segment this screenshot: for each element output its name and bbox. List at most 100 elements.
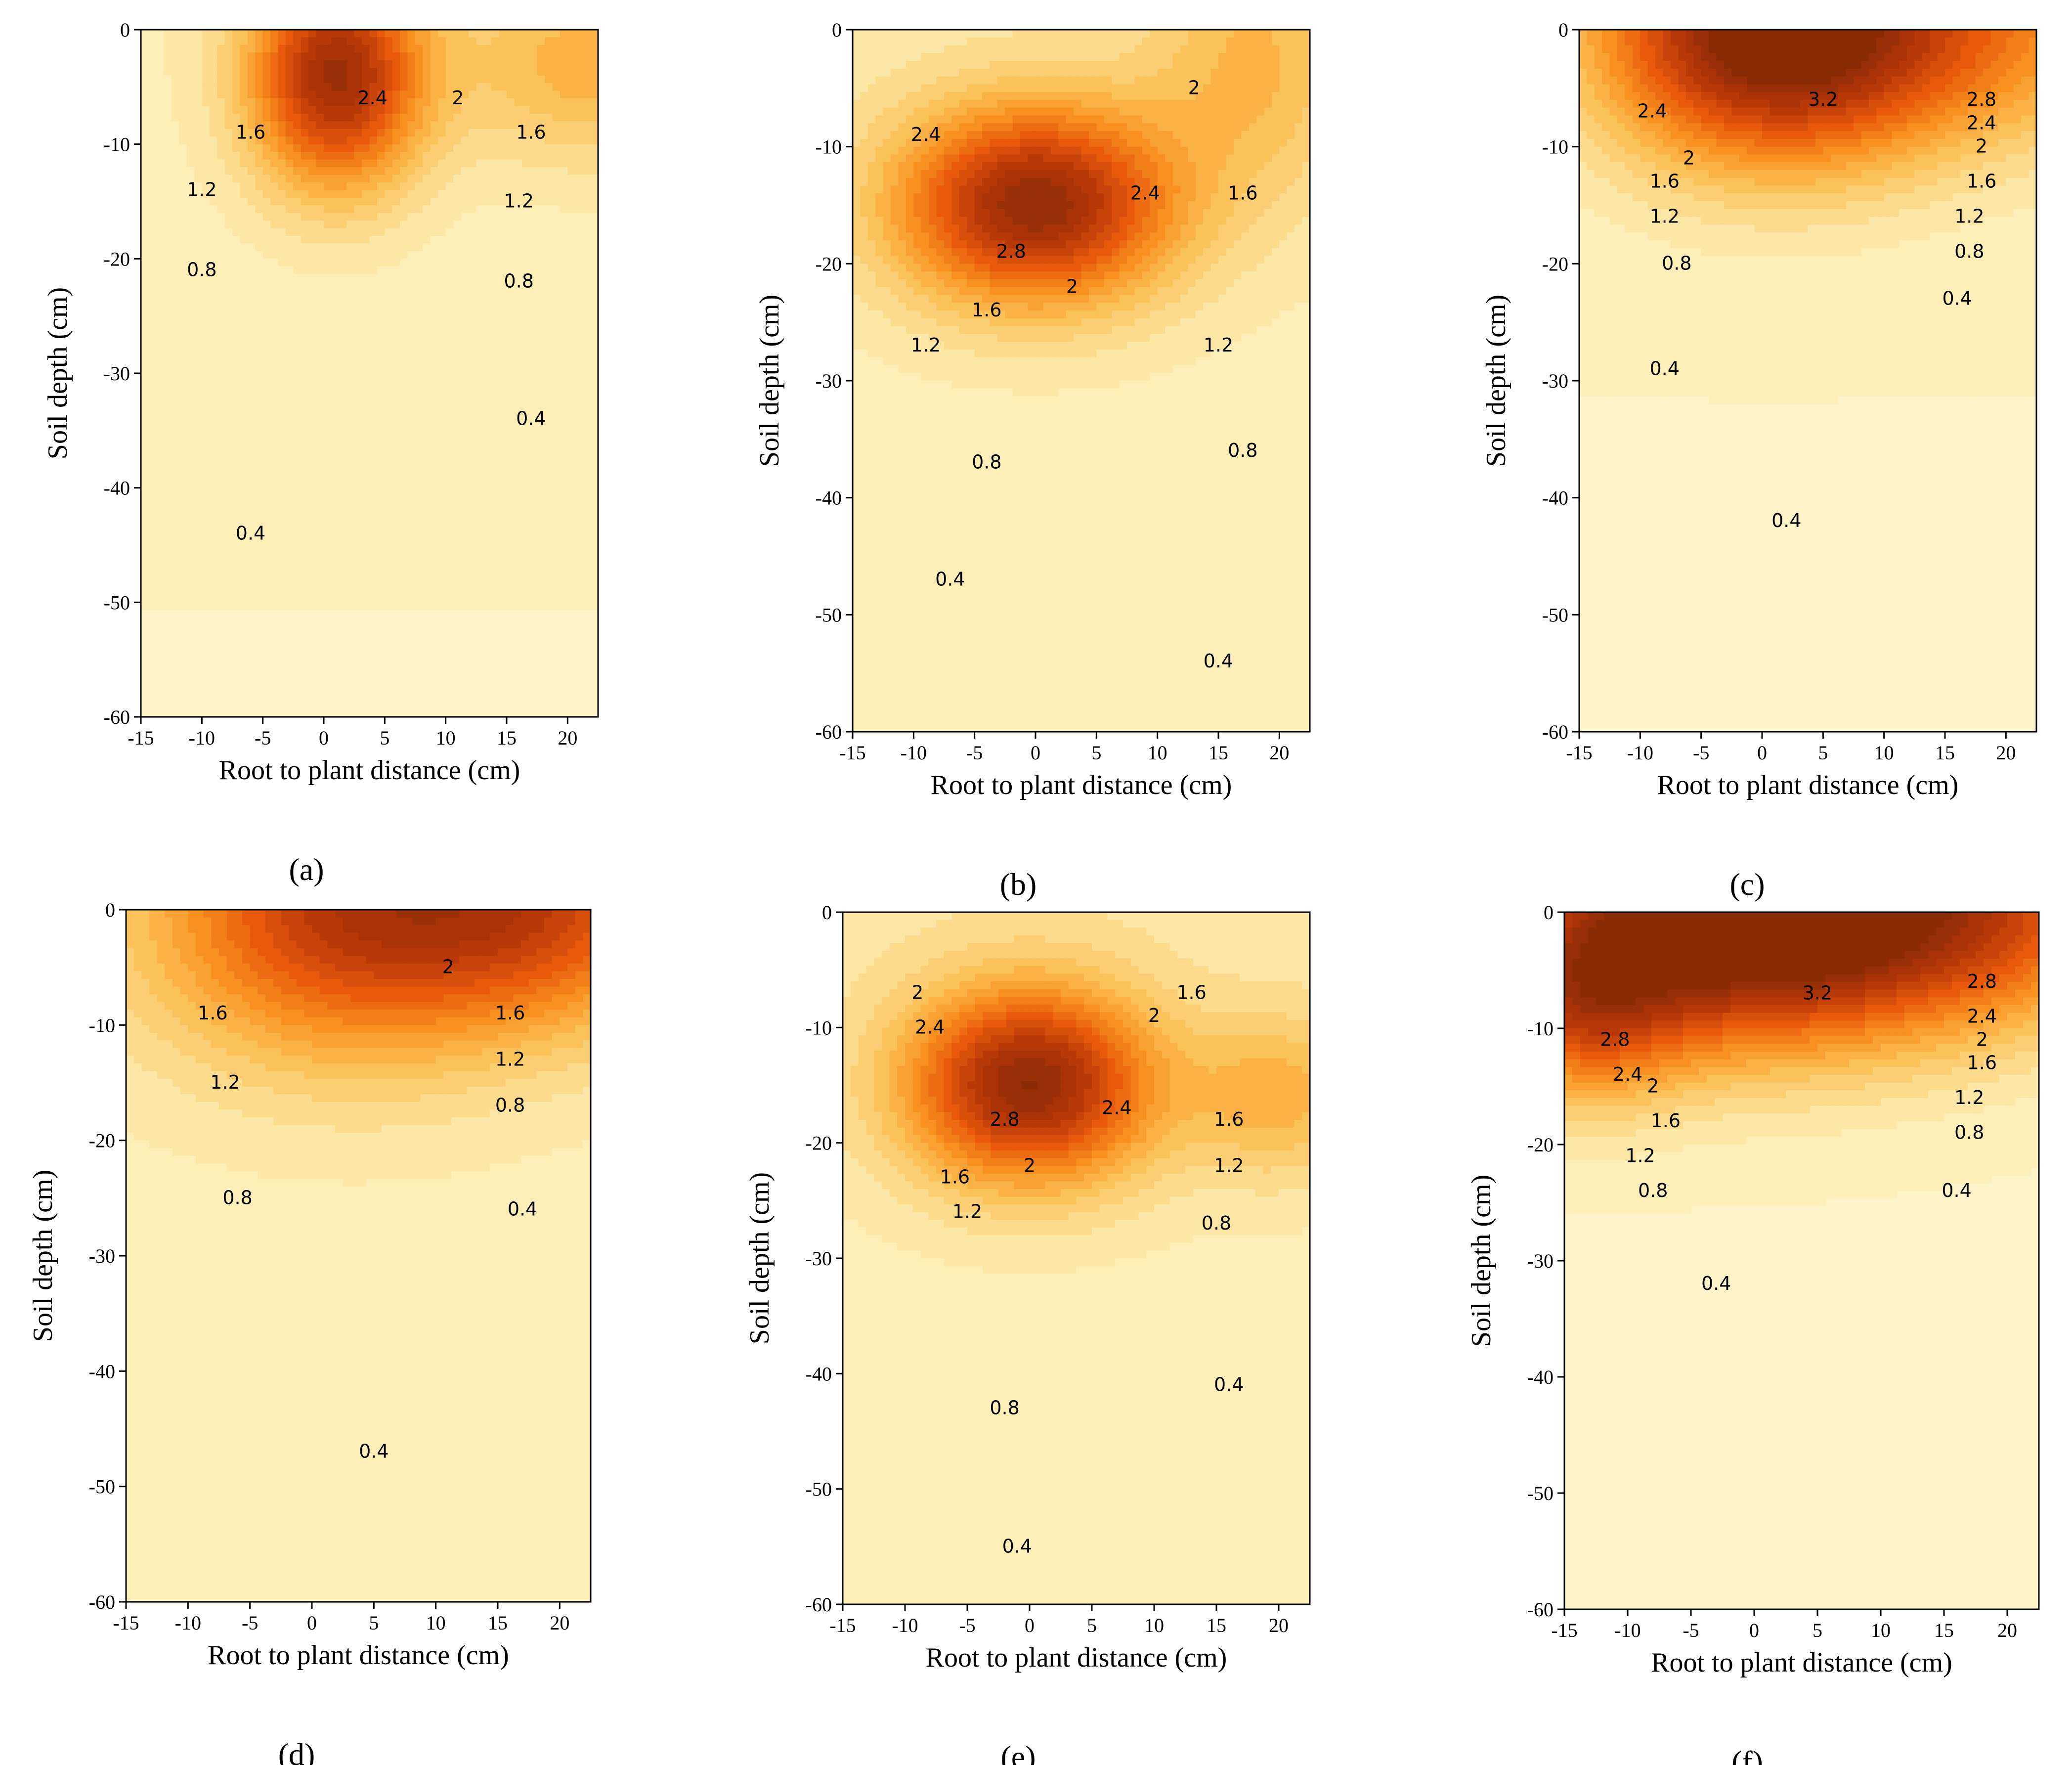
field-cell — [194, 640, 203, 649]
field-cell — [194, 129, 203, 137]
field-cell — [507, 159, 515, 168]
field-cell — [445, 572, 454, 580]
field-cell — [369, 541, 378, 550]
field-cell — [392, 403, 400, 412]
field-cell — [400, 495, 408, 504]
field-cell — [453, 358, 462, 366]
field-cell — [148, 52, 157, 61]
field-cell — [362, 60, 370, 69]
field-cell — [560, 327, 568, 336]
field-cell — [240, 52, 248, 61]
field-cell — [476, 419, 484, 427]
field-cell — [575, 472, 583, 481]
field-cell — [423, 602, 431, 611]
field-cell — [552, 121, 561, 130]
field-cell — [438, 121, 446, 130]
field-cell — [217, 243, 225, 252]
field-cell — [308, 159, 317, 168]
field-cell — [529, 511, 538, 519]
field-cell — [179, 419, 187, 427]
field-cell — [339, 236, 347, 244]
field-cell — [255, 549, 263, 557]
field-cell — [491, 197, 500, 206]
field-cell — [164, 289, 172, 298]
field-cell — [369, 129, 378, 137]
field-cell — [232, 572, 241, 580]
field-cell — [308, 167, 317, 176]
field-cell — [445, 52, 454, 61]
field-cell — [461, 480, 469, 488]
field-cell — [430, 442, 439, 450]
field-cell — [217, 228, 225, 236]
field-cell — [362, 549, 370, 557]
field-cell — [575, 427, 583, 435]
field-cell — [186, 190, 195, 198]
field-cell — [583, 68, 591, 76]
field-cell — [369, 52, 378, 61]
field-cell — [293, 305, 302, 313]
field-cell — [369, 136, 378, 145]
field-cell — [217, 297, 225, 305]
field-cell — [445, 419, 454, 427]
field-cell — [567, 167, 576, 176]
field-cell — [400, 648, 408, 657]
field-cell — [301, 618, 309, 626]
field-cell — [270, 449, 279, 458]
field-cell — [331, 587, 340, 595]
field-cell — [240, 487, 248, 496]
field-cell — [285, 358, 294, 366]
field-cell — [240, 205, 248, 214]
field-cell — [575, 136, 583, 145]
field-cell — [278, 533, 286, 542]
field-cell — [392, 167, 400, 176]
field-cell — [331, 388, 340, 397]
field-cell — [377, 335, 386, 344]
field-cell — [240, 281, 248, 290]
field-cell — [537, 274, 545, 282]
field-cell — [529, 343, 538, 351]
field-cell — [445, 60, 454, 69]
field-cell — [415, 205, 424, 214]
field-cell — [346, 381, 355, 389]
field-cell — [507, 30, 515, 38]
field-cell — [369, 480, 378, 488]
field-cell — [590, 526, 599, 534]
field-cell — [278, 335, 286, 344]
field-cell — [385, 259, 393, 267]
field-cell — [171, 572, 179, 580]
field-cell — [445, 221, 454, 229]
field-cell — [278, 106, 286, 114]
field-cell — [293, 159, 302, 168]
field-cell — [316, 434, 324, 442]
field-cell — [499, 243, 507, 252]
field-cell — [141, 495, 149, 504]
field-cell — [179, 549, 187, 557]
field-cell — [186, 144, 195, 152]
field-cell — [186, 564, 195, 573]
field-cell — [369, 472, 378, 481]
field-cell — [430, 90, 439, 99]
field-cell — [262, 243, 271, 252]
field-cell — [491, 297, 500, 305]
field-cell — [316, 572, 324, 580]
field-cell — [400, 350, 408, 358]
field-cell — [301, 205, 309, 214]
field-cell — [583, 213, 591, 221]
field-cell — [255, 319, 263, 328]
field-cell — [430, 556, 439, 565]
field-cell — [293, 297, 302, 305]
field-cell — [301, 327, 309, 336]
field-cell — [148, 587, 157, 595]
field-cell — [202, 442, 210, 450]
field-cell — [362, 640, 370, 649]
field-cell — [171, 610, 179, 618]
field-cell — [499, 618, 507, 626]
field-cell — [278, 52, 286, 61]
field-cell — [430, 106, 439, 114]
field-cell — [521, 289, 530, 298]
field-cell — [179, 90, 187, 99]
field-cell — [141, 396, 149, 404]
field-cell — [552, 618, 561, 626]
field-cell — [369, 281, 378, 290]
field-cell — [293, 190, 302, 198]
